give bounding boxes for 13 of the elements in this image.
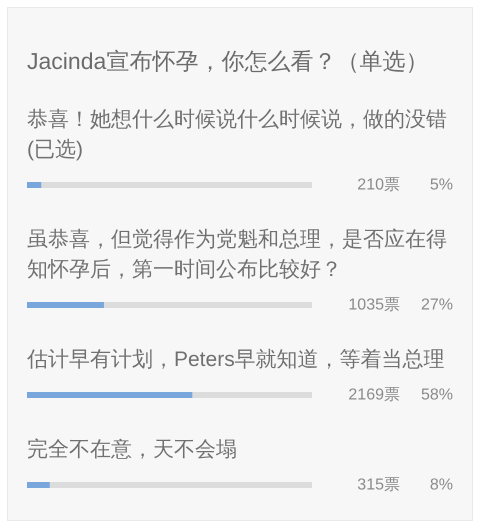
data-label: 5% [430,176,453,194]
text: 2169票 [348,386,400,404]
data-label: 27% [420,296,453,314]
text: 1035票 [348,296,400,314]
y-tick-label: 虽恭喜，但觉得作为党魁和总理，是否应在得知怀孕后，第一时间公布比较好？ [27,227,448,283]
data-label: 58% [420,386,453,404]
y-tick-label: 估计早有计划，Peters早就知道，等着当总理 [27,347,446,373]
chart-title: Jacinda宣布怀孕，你怎么看？（单选） [27,47,430,76]
y-tick-label: 完全不在意，天不会塌 [27,437,238,463]
text: 315票 [357,476,400,494]
y-tick-label: 恭喜！她想什么时候说什么时候说，做的没错(已选) [27,107,448,163]
data-label: 8% [430,476,453,494]
text: 210票 [357,176,400,194]
